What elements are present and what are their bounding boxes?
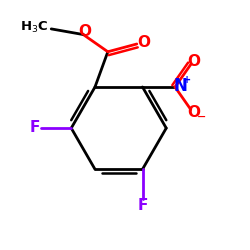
Text: +: +: [183, 75, 191, 85]
Text: O: O: [79, 24, 92, 39]
Text: H$_3$C: H$_3$C: [20, 20, 49, 35]
Text: N: N: [173, 77, 187, 95]
Text: −: −: [197, 112, 207, 122]
Text: F: F: [137, 198, 148, 213]
Text: O: O: [188, 54, 200, 70]
Text: F: F: [29, 120, 40, 135]
Text: O: O: [137, 35, 150, 50]
Text: O: O: [188, 105, 200, 120]
